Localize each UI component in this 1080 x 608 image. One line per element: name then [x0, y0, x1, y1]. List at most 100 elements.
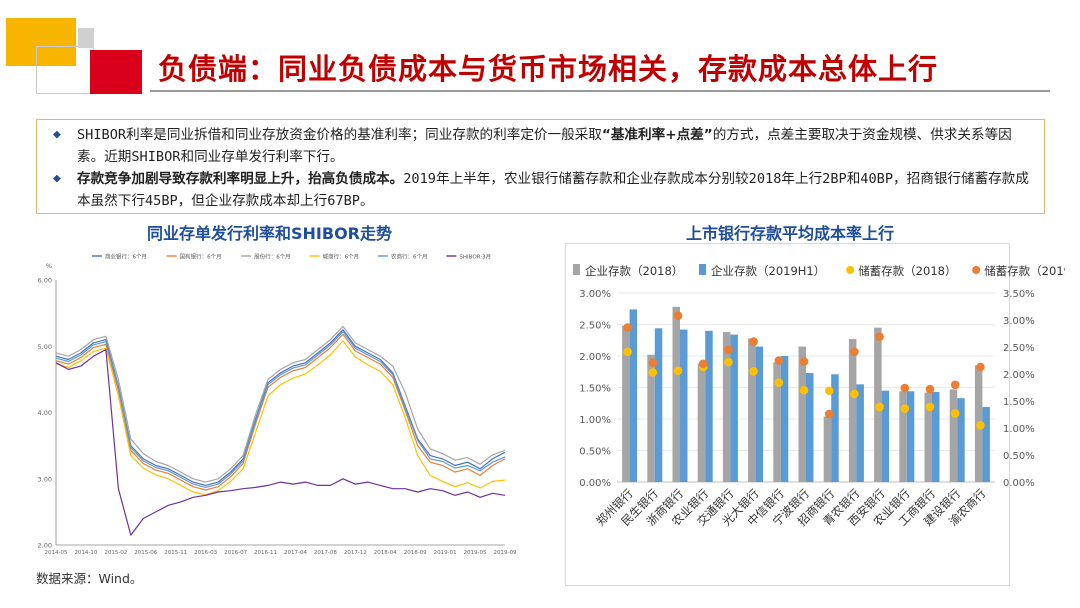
legend-swatch	[972, 266, 981, 274]
corner-deco-yellow	[6, 18, 76, 66]
series-line	[55, 340, 506, 496]
x-tick-label: 2017-04	[284, 550, 307, 556]
y-tick-label-right: 2.00%	[1003, 370, 1035, 381]
bar-enterprise-2019h1	[705, 330, 713, 482]
bar-enterprise-2019h1	[730, 334, 738, 482]
dot-savings-2018	[875, 402, 884, 412]
dot-savings-2018	[950, 409, 960, 418]
y-tick-label-right: 1.50%	[1003, 397, 1035, 408]
bar-chart: 企业存款（2018） 企业存款（2019H1） 储蓄存款（2018） 储蓄存款（201…	[565, 243, 1065, 586]
legend-label: 城商行：6个月	[323, 253, 360, 261]
y-tick-label: 2.00	[38, 542, 52, 550]
legend-label: 商业银行：6个月	[105, 253, 147, 261]
y-tick-label-left: 3.00%	[579, 289, 611, 300]
dot-savings-2018	[724, 357, 733, 367]
y-tick-label-right: 0.00%	[1003, 478, 1035, 489]
dot-savings-2019h1	[623, 323, 632, 332]
series-line	[55, 325, 506, 483]
x-tick-label: 2017-12	[344, 550, 367, 556]
right-chart-title: 上市银行存款平均成本率上行	[686, 224, 895, 243]
y-tick-label-left: 0.00%	[579, 478, 611, 489]
dot-savings-2019h1	[673, 311, 683, 320]
dot-savings-2019h1	[900, 383, 910, 393]
y-tick-label-right: 0.50%	[1003, 451, 1035, 462]
dot-savings-2018	[925, 402, 935, 412]
page-title: 负债端：同业负债成本与货币市场相关，存款成本总体上行	[158, 52, 939, 86]
y-tick-label-left: 2.50%	[579, 321, 611, 332]
bullet-text: 的方式，点差主要取决于资金规模、供求关系等因素。近期SHIBOR和同业存单发行利…	[77, 127, 1012, 165]
y-tick-label: 5.00	[38, 343, 52, 351]
dot-savings-2018	[850, 389, 859, 399]
data-source-note: 数据来源：Wind。	[36, 571, 143, 586]
x-tick-label: 2014-05	[45, 550, 68, 556]
bar-enterprise-2019h1	[881, 390, 890, 482]
dot-savings-2019h1	[850, 347, 859, 357]
diamond-bullet-icon: ◆	[53, 127, 61, 142]
bar-enterprise-2019h1	[806, 373, 814, 482]
line-chart: % 2.00 3.00 4.00 5.00 6.00 2014-05 2014-10 2015-…	[38, 253, 517, 557]
dot-savings-2019h1	[925, 384, 935, 394]
bar-enterprise-2018	[647, 354, 655, 482]
dot-savings-2019h1	[648, 358, 658, 367]
dot-savings-2019h1	[950, 380, 960, 390]
bar-enterprise-2018	[949, 389, 958, 482]
bar-enterprise-2019h1	[680, 329, 688, 482]
dot-savings-2019h1	[724, 345, 733, 354]
legend-swatch	[573, 264, 580, 275]
x-tick-label: 2015-02	[104, 550, 127, 556]
series-line	[55, 329, 506, 486]
dot-savings-2018	[900, 404, 910, 413]
bar-enterprise-2019h1	[856, 384, 864, 482]
bar-enterprise-2019h1	[932, 391, 940, 482]
bar-enterprise-2019h1	[629, 309, 638, 482]
bar-enterprise-2018	[773, 362, 781, 482]
bar-enterprise-2018	[697, 363, 706, 482]
bar-enterprise-2018	[722, 332, 731, 482]
unit-label: %	[46, 262, 52, 270]
y-tick-label: 4.00	[38, 409, 52, 417]
series-line	[55, 331, 506, 488]
dot-savings-2018	[623, 347, 632, 357]
dot-savings-2019h1	[799, 357, 809, 366]
dot-savings-2019h1	[875, 332, 884, 342]
y-tick-label-right: 3.00%	[1003, 316, 1035, 327]
bar-enterprise-2018	[848, 338, 857, 482]
corner-deco-red	[90, 50, 142, 94]
legend-swatch	[699, 264, 706, 275]
bar-enterprise-2018	[672, 306, 680, 482]
dot-savings-2019h1	[698, 359, 708, 369]
title-divider	[150, 90, 1050, 92]
x-tick-label: 2019-05	[464, 550, 487, 556]
legend-label: 企业存款（2018）	[585, 264, 683, 278]
y-tick-label: 3.00	[38, 475, 52, 483]
dot-savings-2019h1	[824, 409, 834, 419]
corner-deco-grey	[78, 28, 94, 48]
x-tick-label: 2017-08	[314, 550, 337, 556]
y-tick-label-right: 1.00%	[1003, 424, 1035, 435]
y-tick-label-left: 1.50%	[579, 384, 611, 395]
dot-savings-2019h1	[774, 356, 784, 365]
bar-enterprise-2018	[823, 416, 832, 482]
dot-savings-2018	[824, 386, 834, 396]
bar-enterprise-2018	[798, 346, 806, 482]
dot-savings-2018	[799, 385, 809, 395]
legend-label: 储蓄存款（2018）	[858, 264, 956, 278]
bar-enterprise-2019h1	[957, 398, 965, 482]
y-tick-label-right: 2.50%	[1003, 343, 1035, 354]
summary-box: ◆ SHIBOR利率是同业拆借和同业存放资金价格的基准利率；同业存款的利率定价一…	[36, 119, 1045, 214]
y-tick-label: 6.00	[38, 277, 52, 285]
y-tick-label-right: 3.50%	[1003, 289, 1035, 300]
x-tick-label: 2019-09	[494, 550, 517, 556]
bar-enterprise-2019h1	[982, 407, 990, 482]
bar-enterprise-2019h1	[780, 356, 789, 482]
dot-savings-2019h1	[976, 362, 985, 372]
bullet-emphasis: 存款竞争加剧导致存款利率明显上升，抬高负债成本。	[77, 171, 404, 187]
dot-savings-2018	[976, 421, 985, 430]
legend-label: 农商行：6个月	[391, 253, 428, 261]
bar-enterprise-2019h1	[906, 391, 915, 482]
series-line	[55, 333, 506, 491]
bar-enterprise-2019h1	[755, 346, 764, 482]
dot-savings-2018	[648, 368, 658, 377]
x-tick-label: 2018-04	[374, 550, 397, 556]
series-line	[55, 348, 506, 536]
